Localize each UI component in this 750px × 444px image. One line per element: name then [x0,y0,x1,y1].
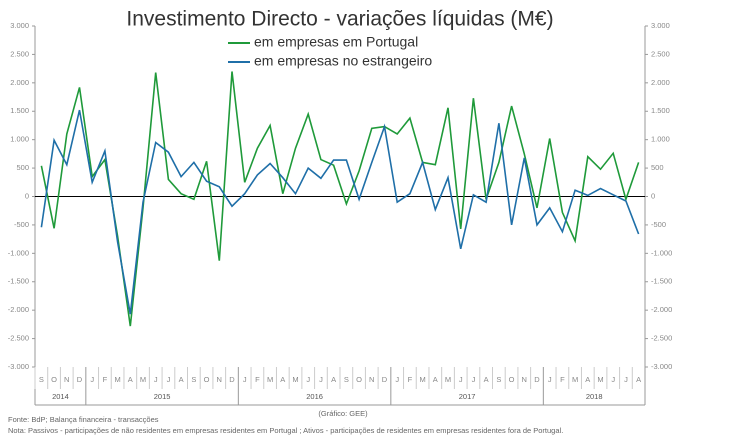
x-tick-label: J [154,375,158,384]
x-tick-label: D [229,375,235,384]
y-tick-label: -2.000 [8,305,29,314]
x-tick-label: A [280,375,285,384]
y-tick-label: 3.000 [10,21,29,30]
credit: (Gráfico: GEE) [318,409,368,418]
x-tick-label: O [356,375,362,384]
y-tick-label: -2.500 [8,334,29,343]
y2-tick-label: -1.500 [651,277,672,286]
y-tick-label: -500 [14,220,29,229]
y2-tick-label: 2.000 [651,78,670,87]
y2-tick-label: -1.000 [651,248,672,257]
x-tick-label: D [534,375,540,384]
y2-tick-label: -3.000 [651,362,672,371]
y-tick-label: 1.000 [10,135,29,144]
x-tick-label: J [395,375,399,384]
x-tick-label: J [90,375,94,384]
y-tick-label: -1.500 [8,277,29,286]
y-tick-label: 0 [25,191,29,200]
year-label: 2014 [52,392,69,401]
y2-tick-label: 2.500 [651,49,670,58]
x-tick-label: M [140,375,146,384]
x-tick-label: A [484,375,489,384]
x-tick-label: A [179,375,184,384]
y2-tick-label: 500 [651,163,664,172]
y2-tick-label: 1.500 [651,106,670,115]
x-tick-label: M [114,375,120,384]
x-tick-label: N [64,375,69,384]
x-tick-label: J [624,375,628,384]
x-tick-label: O [51,375,57,384]
x-tick-label: S [344,375,349,384]
x-tick-label: J [167,375,171,384]
year-label: 2015 [154,392,171,401]
x-tick-label: O [204,375,210,384]
y-tick-label: -3.000 [8,362,29,371]
x-tick-label: J [319,375,323,384]
y2-tick-label: 0 [651,191,655,200]
x-tick-label: A [585,375,590,384]
x-tick-label: J [472,375,476,384]
x-tick-label: J [548,375,552,384]
y2-tick-label: -500 [651,220,666,229]
year-label: 2016 [306,392,323,401]
x-tick-label: F [255,375,260,384]
y2-tick-label: -2.500 [651,334,672,343]
x-tick-label: S [496,375,501,384]
year-label: 2017 [459,392,476,401]
x-tick-label: J [459,375,463,384]
x-tick-label: F [560,375,565,384]
legend-label: em empresas em Portugal [254,34,418,50]
x-tick-label: M [572,375,578,384]
y2-tick-label: 3.000 [651,21,670,30]
x-tick-label: N [217,375,222,384]
x-tick-label: F [408,375,413,384]
y-tick-label: 2.000 [10,78,29,87]
x-tick-label: O [509,375,515,384]
x-tick-label: S [39,375,44,384]
x-tick-label: D [382,375,388,384]
x-tick-label: M [292,375,298,384]
y-tick-label: 500 [16,163,29,172]
x-tick-label: J [611,375,615,384]
x-tick-label: A [433,375,438,384]
legend-label: em empresas no estrangeiro [254,53,432,69]
y-tick-label: 1.500 [10,106,29,115]
y2-tick-label: -2.000 [651,305,672,314]
series-line [40,109,640,315]
x-tick-label: M [445,375,451,384]
note: Nota: Passivos - participações de não re… [8,426,563,435]
chart-title: Investimento Directo - variações líquida… [126,8,553,31]
x-tick-label: F [103,375,108,384]
x-tick-label: M [419,375,425,384]
x-tick-label: N [369,375,374,384]
x-tick-label: M [267,375,273,384]
source: Fonte: BdP; Balança financeira - transac… [8,415,159,424]
x-tick-label: N [522,375,527,384]
x-tick-label: J [243,375,247,384]
y-tick-label: 2.500 [10,49,29,58]
y-tick-label: -1.000 [8,248,29,257]
x-tick-label: J [306,375,310,384]
y2-tick-label: 1.000 [651,135,670,144]
x-tick-label: A [128,375,133,384]
x-tick-label: D [77,375,83,384]
year-label: 2018 [586,392,603,401]
x-tick-label: M [597,375,603,384]
x-tick-label: A [331,375,336,384]
x-tick-label: S [191,375,196,384]
x-tick-label: A [636,375,641,384]
